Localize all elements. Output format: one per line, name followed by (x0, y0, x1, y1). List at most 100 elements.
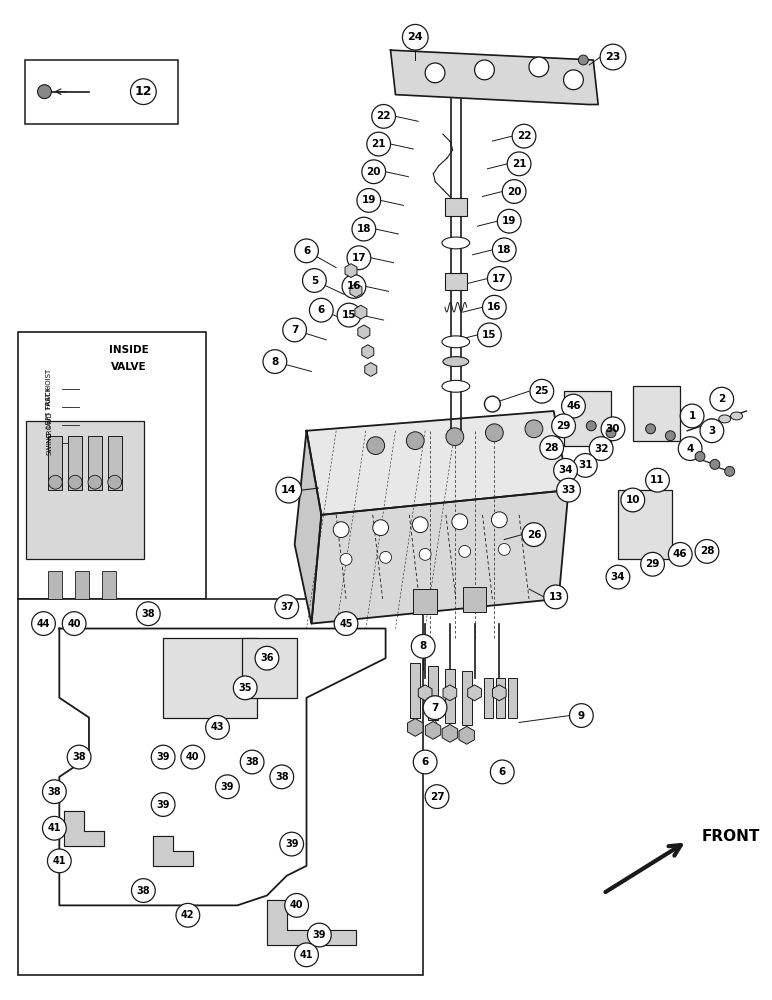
Circle shape (695, 540, 719, 563)
Circle shape (285, 894, 309, 917)
Bar (18, 599, 423, 975)
Circle shape (423, 696, 447, 719)
Text: 21: 21 (512, 159, 527, 169)
Circle shape (176, 903, 200, 927)
Ellipse shape (442, 380, 469, 392)
Text: 46: 46 (673, 549, 688, 559)
Text: 29: 29 (645, 559, 660, 569)
Circle shape (373, 520, 388, 536)
Text: 16: 16 (487, 302, 502, 312)
Circle shape (380, 551, 391, 563)
Bar (445, 198, 467, 216)
Bar (108, 436, 122, 490)
Text: 32: 32 (594, 444, 608, 454)
Circle shape (554, 458, 577, 482)
Circle shape (372, 105, 395, 128)
Text: 38: 38 (73, 752, 86, 762)
Text: VALVE: VALVE (110, 362, 147, 372)
Text: 45: 45 (340, 619, 353, 629)
Circle shape (561, 394, 585, 418)
Circle shape (334, 612, 358, 635)
Text: 16: 16 (347, 281, 361, 291)
Circle shape (151, 745, 175, 769)
Circle shape (362, 160, 385, 184)
Circle shape (552, 414, 575, 438)
Text: INSIDE: INSIDE (109, 345, 148, 355)
Text: 27: 27 (430, 792, 445, 802)
Circle shape (522, 523, 546, 546)
Circle shape (478, 323, 501, 347)
Circle shape (411, 634, 435, 658)
Text: 13: 13 (548, 592, 563, 602)
Polygon shape (154, 836, 193, 866)
Circle shape (529, 57, 549, 77)
Text: 40: 40 (67, 619, 81, 629)
Text: 41: 41 (300, 950, 313, 960)
Text: 29: 29 (557, 421, 571, 431)
Circle shape (108, 475, 122, 489)
Text: 28: 28 (544, 443, 559, 453)
Circle shape (42, 816, 66, 840)
Text: 20: 20 (367, 167, 381, 177)
Bar (485, 678, 493, 718)
Text: 5: 5 (311, 276, 318, 286)
Text: 38: 38 (141, 609, 155, 619)
Text: 12: 12 (134, 85, 152, 98)
Bar (445, 669, 455, 723)
Bar (102, 571, 116, 599)
Circle shape (49, 475, 63, 489)
Text: 2: 2 (718, 394, 726, 404)
Text: 38: 38 (48, 787, 61, 797)
Circle shape (498, 544, 510, 555)
Circle shape (295, 239, 318, 263)
Bar (88, 436, 102, 490)
Bar (496, 678, 505, 718)
Bar (508, 678, 517, 718)
Circle shape (406, 432, 424, 450)
Circle shape (283, 318, 306, 342)
Ellipse shape (442, 237, 469, 249)
Circle shape (680, 404, 704, 428)
Text: 4: 4 (686, 444, 694, 454)
Circle shape (255, 646, 279, 670)
Text: 46: 46 (566, 401, 581, 411)
Circle shape (181, 745, 205, 769)
Circle shape (606, 565, 630, 589)
Circle shape (419, 548, 431, 560)
Text: FRONT: FRONT (702, 829, 760, 844)
Bar (462, 671, 472, 725)
Text: 8: 8 (271, 357, 279, 367)
Circle shape (503, 180, 526, 203)
Circle shape (270, 765, 293, 789)
Text: 8: 8 (419, 641, 427, 651)
Circle shape (564, 70, 584, 90)
Bar (411, 663, 420, 718)
Circle shape (725, 466, 735, 476)
Text: SWING: SWING (46, 431, 52, 455)
Circle shape (38, 85, 52, 99)
Circle shape (151, 793, 175, 816)
Circle shape (275, 595, 299, 619)
Bar (68, 436, 82, 490)
Text: 36: 36 (260, 653, 274, 663)
Circle shape (63, 612, 86, 635)
Circle shape (543, 585, 567, 609)
Bar (462, 587, 486, 612)
Text: 7: 7 (291, 325, 298, 335)
Text: 18: 18 (357, 224, 371, 234)
FancyBboxPatch shape (633, 386, 680, 441)
Circle shape (137, 602, 160, 626)
Text: 31: 31 (578, 460, 593, 470)
Circle shape (452, 514, 468, 530)
Circle shape (68, 475, 82, 489)
Polygon shape (306, 411, 568, 515)
Polygon shape (311, 490, 568, 624)
Circle shape (570, 704, 593, 727)
Circle shape (32, 612, 56, 635)
Text: 7: 7 (432, 703, 438, 713)
Text: 11: 11 (650, 475, 665, 485)
Text: 6: 6 (499, 767, 506, 777)
Circle shape (645, 424, 655, 434)
Bar (75, 571, 89, 599)
Ellipse shape (443, 357, 469, 367)
